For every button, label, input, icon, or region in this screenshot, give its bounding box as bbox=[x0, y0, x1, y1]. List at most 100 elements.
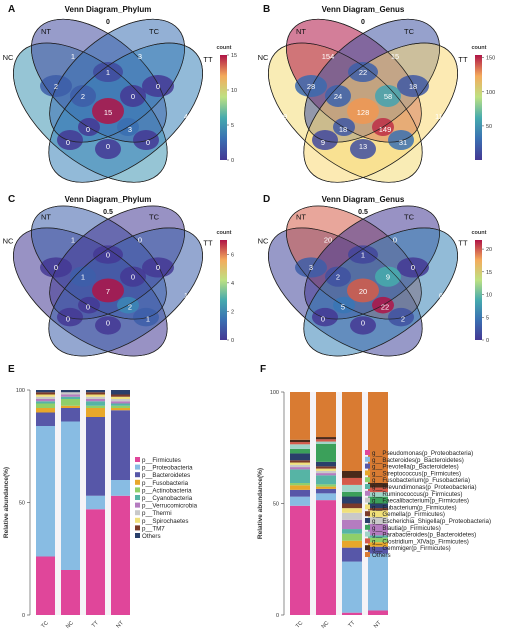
venn-threshold: 0 bbox=[106, 19, 110, 26]
count-nc-nt: 0 bbox=[54, 263, 58, 272]
venn-threshold: 0.5 bbox=[103, 209, 113, 216]
count-tc: 15 bbox=[391, 52, 399, 61]
legend-entry: p__Bacteroidetes bbox=[142, 472, 190, 479]
bar-segment-nc bbox=[316, 484, 336, 487]
bar-gap bbox=[80, 390, 86, 615]
bar-segment-tt bbox=[86, 394, 105, 397]
count-nc: 109 bbox=[275, 112, 288, 121]
bar-segment-tc bbox=[290, 496, 310, 506]
panel-label: F bbox=[260, 364, 266, 375]
bar-segment-tt bbox=[86, 509, 105, 615]
region-nc-nt bbox=[40, 75, 72, 97]
region-all bbox=[347, 278, 379, 303]
venn-title: Venn Diagram_Phylum bbox=[65, 195, 152, 204]
legend-tick-label: 0 bbox=[486, 338, 489, 344]
legend-entry: g__Bacteroides(p_Bacteroidetes) bbox=[372, 457, 464, 464]
bar-segment-nc bbox=[316, 473, 336, 476]
outline-nt bbox=[31, 205, 167, 320]
y-axis-label: Relative abundance(%) bbox=[3, 467, 10, 538]
legend-tick-label: 0 bbox=[231, 338, 234, 344]
bar-segment-nt bbox=[368, 487, 388, 493]
bar-segment-nt bbox=[368, 496, 388, 504]
count-nc-nt: 2 bbox=[54, 82, 58, 91]
count-nc-nt-tt: 0 bbox=[86, 125, 90, 134]
x-tick-label: NT bbox=[373, 620, 383, 630]
bar-segment-nt bbox=[368, 508, 388, 511]
bar-segment-nc bbox=[316, 493, 336, 501]
count-nt: 1 bbox=[71, 52, 75, 61]
set-label-nt: NT bbox=[296, 27, 306, 36]
region-tc-tt bbox=[142, 257, 174, 278]
bar-gap bbox=[362, 392, 368, 615]
bar-segment-nc bbox=[61, 405, 80, 408]
set-label-tt: TT bbox=[203, 239, 213, 248]
bar-segment-tc bbox=[290, 460, 310, 463]
bar-segment-nt bbox=[111, 394, 130, 397]
bar-segment-tt bbox=[86, 401, 105, 406]
region-nc-nt-tc bbox=[325, 85, 351, 107]
x-tick-label: TT bbox=[347, 620, 356, 629]
legend-colorbar bbox=[475, 240, 482, 340]
region-nc-tc bbox=[57, 130, 83, 150]
bar-segment-tt bbox=[86, 390, 105, 393]
count-nt: 20 bbox=[324, 236, 332, 245]
legend-swatch bbox=[365, 497, 370, 503]
region-all bbox=[92, 98, 124, 124]
bar-segment-tt bbox=[342, 496, 362, 504]
bar-segment-tc bbox=[290, 483, 310, 486]
count-nc-nt-tc: 2 bbox=[81, 92, 85, 101]
count-tc: 0 bbox=[138, 236, 142, 245]
region-nc-nt-tt bbox=[78, 118, 100, 136]
region-nt-tt bbox=[133, 307, 159, 327]
bar-segment-tc bbox=[290, 462, 310, 465]
bar-segment-tc bbox=[36, 556, 55, 615]
bar-segment-nt bbox=[368, 392, 388, 484]
bar-segment-nc bbox=[316, 441, 336, 444]
x-tick-label: NC bbox=[321, 620, 331, 630]
count-tc-tt: 0 bbox=[156, 82, 160, 91]
bar-segment-nc bbox=[316, 437, 336, 440]
x-tick-label: NT bbox=[115, 620, 125, 630]
count-tc: 0 bbox=[393, 236, 397, 245]
legend-swatch bbox=[135, 525, 140, 531]
legend-swatch bbox=[135, 479, 140, 485]
bar-segment-nc bbox=[316, 461, 336, 467]
count-nt-tt: 2 bbox=[401, 315, 405, 324]
count-nt-tc: 22 bbox=[359, 68, 367, 77]
bar-segment-nt bbox=[368, 535, 388, 538]
bar-segment-tc bbox=[36, 399, 55, 402]
outline-tc bbox=[304, 205, 440, 320]
panel-label: A bbox=[8, 4, 15, 15]
count-tt: 1 bbox=[184, 291, 188, 300]
legend-tick-label: 15 bbox=[231, 53, 237, 59]
count-nt: 1 bbox=[71, 236, 75, 245]
bar-segment-nt bbox=[111, 480, 130, 496]
bar-segment-nc bbox=[316, 392, 336, 438]
bar-segment-tt bbox=[342, 392, 362, 471]
count-nc-tt: 0 bbox=[106, 142, 110, 151]
count-nc-tc: 0 bbox=[66, 315, 70, 324]
venn-title: Venn Diagram_Genus bbox=[322, 195, 405, 204]
legend-tick-label: 100 bbox=[486, 90, 495, 96]
count-nc-tc-tt: 3 bbox=[128, 125, 132, 134]
count-all: 128 bbox=[357, 108, 370, 117]
outline-tt bbox=[303, 227, 458, 357]
venn-group: 1 20 0 6 3 1 0 2 9 0 0 2 5 22 20 NC NT TC TT bbox=[258, 205, 468, 357]
region-nt-tc-tt bbox=[120, 85, 146, 107]
y-tick-label: 100 bbox=[270, 390, 279, 396]
bar-segment-nt bbox=[368, 523, 388, 536]
count-nc-nt-tc: 24 bbox=[334, 92, 342, 101]
region-nc-tt bbox=[95, 139, 121, 159]
legend-entry: g__Blautia(p_Firmicutes) bbox=[372, 525, 441, 532]
count-nc-nt-tt: 18 bbox=[339, 125, 347, 134]
bar-segment-nc bbox=[61, 390, 80, 393]
bar-segment-tt bbox=[86, 495, 105, 510]
legend-entry: g__Eubacterium(p_Firmicutes) bbox=[372, 504, 457, 511]
region-nt-tt bbox=[388, 307, 414, 327]
count-nt-tc-tt: 0 bbox=[131, 273, 135, 282]
bar-segment-nc bbox=[316, 486, 336, 489]
bar-segment-nt bbox=[111, 403, 130, 406]
bar-segment-tt bbox=[342, 470, 362, 478]
bar-segment-nc bbox=[61, 570, 80, 615]
legend-colorbar bbox=[475, 55, 482, 160]
